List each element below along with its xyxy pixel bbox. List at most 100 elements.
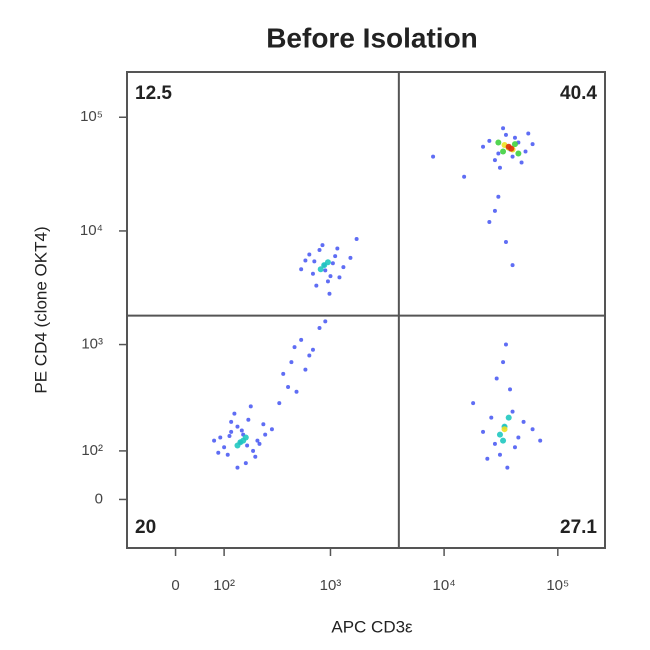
event-dot [492,158,497,163]
event-dot [492,208,497,213]
event-dot [503,239,508,244]
event-dot [523,149,528,154]
event-dot [341,265,346,270]
event-dot [307,252,312,257]
event-dot [257,441,262,446]
event-dot [229,429,234,434]
event-dot [234,442,241,449]
event-dot [218,435,223,440]
y-tick-label: 10³ [81,336,103,353]
event-dot [310,347,315,352]
event-dot [501,426,508,433]
event-dot [519,160,524,165]
event-dot [263,432,268,437]
event-dot [303,258,308,263]
event-dot [251,448,256,453]
event-dot [299,337,304,342]
event-dot [317,247,322,252]
event-dot [248,404,253,409]
event-dot [516,435,521,440]
y-tick-label: 10² [81,442,103,459]
event-dot [246,417,251,422]
event-dot [216,450,221,455]
event-dot [511,141,518,148]
event-dot [229,419,234,424]
y-tick-label: 10⁵ [80,108,103,125]
event-dot [277,401,282,406]
event-dot [232,411,237,416]
plot-frame [126,71,606,549]
event-dot [292,345,297,350]
event-dot [510,263,515,268]
event-dot [354,236,359,241]
event-dot [239,428,244,433]
event-dot [471,401,476,406]
event-dot [492,441,497,446]
event-dot [495,139,502,146]
event-dot [317,266,324,273]
event-dot [225,452,230,457]
event-dot [497,452,502,457]
x-tick-label: 10⁵ [546,577,569,594]
event-dot [286,384,291,389]
chart-title: Before Isolation [266,22,478,53]
event-dot [503,132,508,137]
event-dot [431,154,436,159]
event-dot [324,259,331,266]
event-dot [510,409,515,414]
event-dot [222,445,227,450]
event-dot [335,246,340,251]
event-dot [327,291,332,296]
event-dot [289,360,294,365]
event-dot [261,422,266,427]
event-dot [330,261,335,266]
event-dot [303,367,308,372]
event-dot [508,387,513,392]
event-dot [323,319,328,324]
event-dot [317,325,322,330]
event-dot [245,443,250,448]
event-dot [526,131,531,136]
event-dot [510,154,515,159]
event-dot [496,194,501,199]
event-dot [462,174,467,179]
x-axis-label: APC CD3ε [331,617,413,636]
event-dot [500,148,507,155]
event-dot [243,461,248,466]
event-dot [333,254,338,259]
event-dot [312,259,317,264]
quadrant-percent: 27.1 [560,517,597,538]
event-dot [307,353,312,358]
x-tick-label: 10³ [320,577,342,594]
y-tick-label: 0 [95,490,103,507]
event-dot [337,275,342,280]
event-dot [240,437,247,444]
event-dot [294,389,299,394]
event-dot [253,454,258,459]
y-tick-label: 10⁴ [80,222,103,239]
event-dot [212,438,217,443]
event-dot [328,274,333,279]
event-dot [521,419,526,424]
event-dot [501,126,506,131]
event-dot [299,267,304,272]
event-dot [481,429,486,434]
event-dot [497,165,502,170]
event-dot [481,144,486,149]
event-dot [512,445,517,450]
event-dot [320,243,325,248]
event-dot [530,427,535,432]
event-dot [508,145,515,152]
x-tick-label: 10⁴ [433,577,456,594]
event-dot [494,376,499,381]
event-dot [255,438,260,443]
event-dot [503,342,508,347]
event-dot [530,142,535,147]
event-dot [505,465,510,470]
event-dot [512,135,517,140]
event-dot [485,456,490,461]
event-dot [314,283,319,288]
event-dot [487,138,492,143]
event-dot [235,424,240,429]
